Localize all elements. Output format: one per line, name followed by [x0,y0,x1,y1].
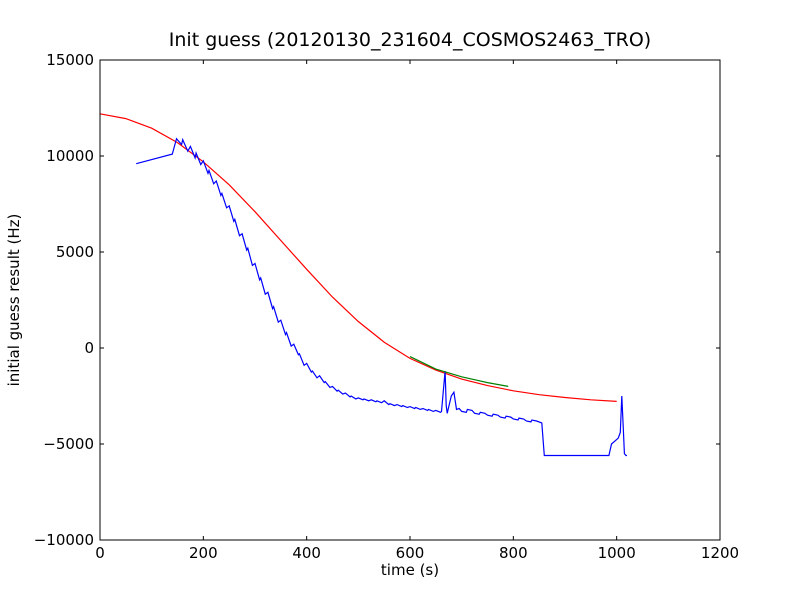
x-axis-label: time (s) [380,561,440,579]
x-tick-label: 600 [396,544,425,562]
x-tick-label: 400 [292,544,321,562]
y-tick-label: 5000 [56,243,94,261]
x-tick-label: 1000 [598,544,636,562]
chart-title: Init guess (20120130_231604_COSMOS2463_T… [168,29,652,51]
y-tick-label: 0 [84,339,94,357]
series-line-2 [136,137,627,457]
y-tick-label: −5000 [43,435,94,453]
series-line-1 [99,113,617,402]
axes-frame [99,59,721,541]
y-tick-label: 10000 [46,147,94,165]
y-tick-label: −10000 [34,531,94,549]
x-tick-label: 800 [499,544,528,562]
x-tick-label: 200 [189,544,218,562]
x-tick-label: 1200 [701,544,739,562]
series-line-3 [409,356,509,387]
y-tick-label: 15000 [46,51,94,69]
x-tick-label: 0 [95,544,105,562]
series-layer [99,113,627,457]
ticks-layer: 0 200 400 600 800 1000 1200 −10000 −5000 0 5000 100… [34,51,739,562]
